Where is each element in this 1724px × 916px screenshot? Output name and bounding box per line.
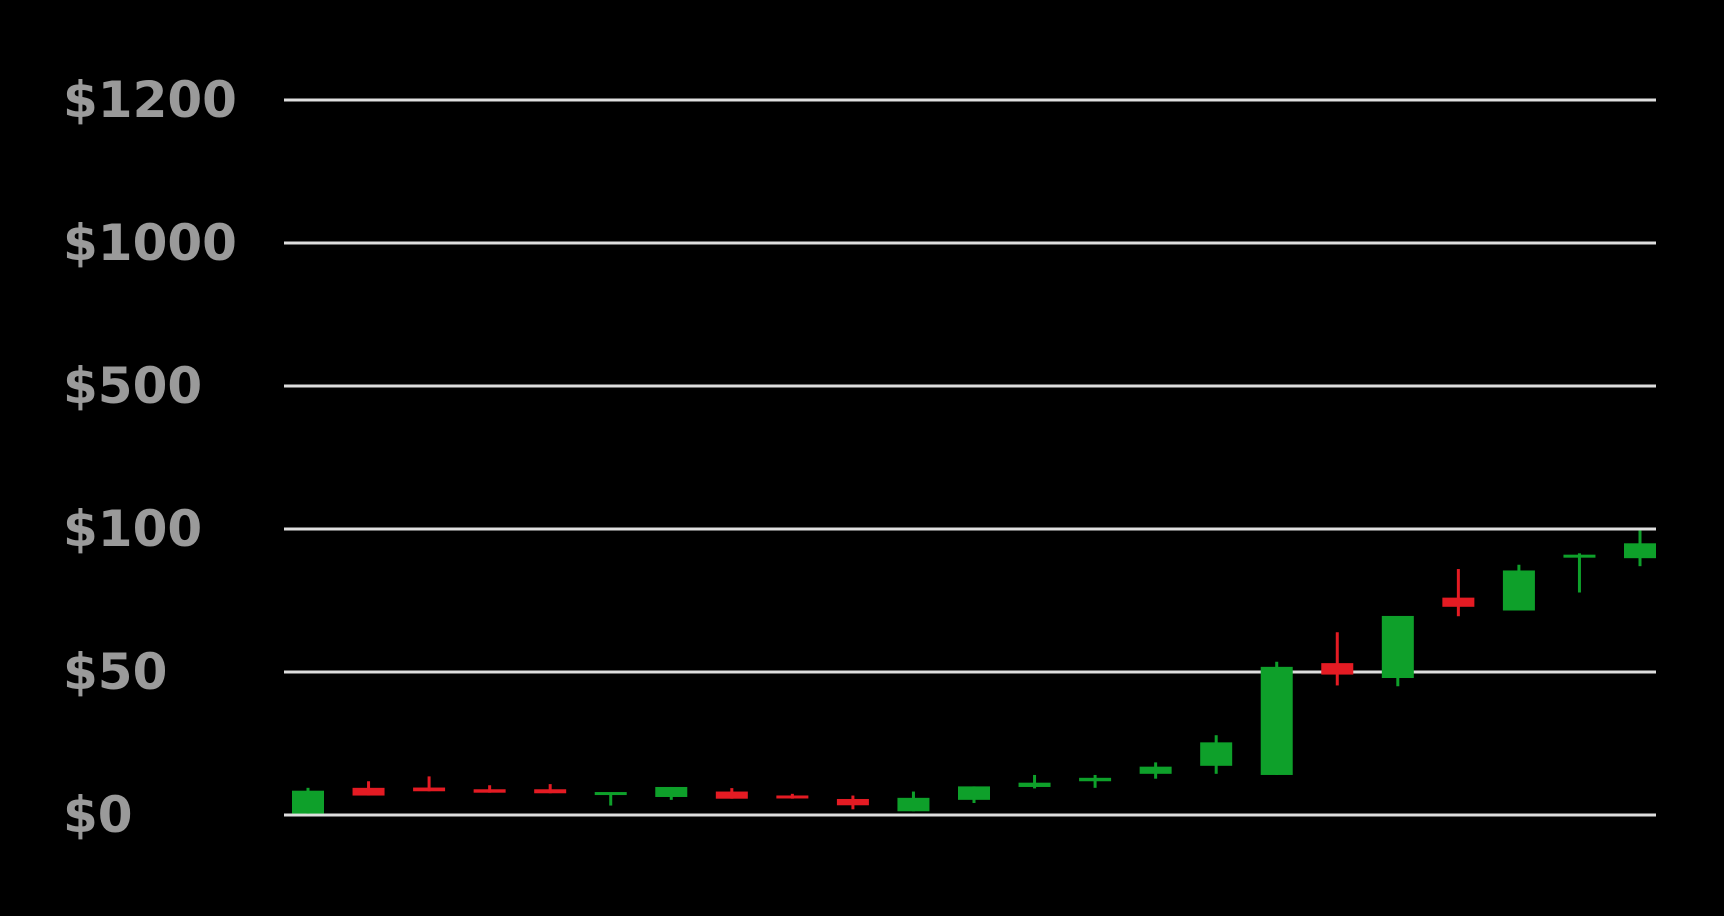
y-tick-label: $0: [63, 786, 133, 844]
candle: [897, 791, 930, 812]
candle: [1321, 632, 1354, 686]
candle: [1260, 661, 1293, 775]
candle: [1139, 762, 1172, 779]
candle-body-down: [352, 787, 385, 796]
grid-layer: [284, 98, 1656, 817]
candle-body-down: [473, 789, 506, 793]
candle-body-up: [1200, 742, 1233, 766]
candle-body-up: [958, 786, 990, 800]
candle-body-down: [534, 789, 567, 794]
y-tick-label: $500: [63, 357, 202, 415]
candle: [352, 781, 385, 796]
candle-body-up: [655, 786, 688, 797]
candle: [655, 786, 688, 800]
candle-body-up: [897, 797, 930, 812]
candle-body-down: [715, 791, 748, 799]
candle-body-up: [1381, 615, 1414, 679]
candle-body-up: [292, 790, 324, 814]
candle: [594, 792, 627, 806]
candle-body-up: [594, 792, 627, 796]
candle: [1200, 735, 1233, 774]
candle-body-up: [1502, 570, 1535, 611]
candle: [413, 776, 446, 792]
y-tick-label: $1200: [63, 71, 237, 129]
y-tick-label: $100: [63, 500, 202, 558]
candle-body-up: [1624, 543, 1656, 559]
candle: [1563, 553, 1596, 593]
candle: [292, 787, 324, 814]
candle: [1442, 569, 1475, 617]
candle-body-up: [1018, 782, 1051, 787]
candle: [534, 784, 567, 794]
y-tick-label: $1000: [63, 214, 237, 272]
y-axis-labels: $0 $50 $100 $500 $1000 $1200: [63, 71, 237, 844]
candle-body-down: [776, 795, 809, 799]
candle: [958, 786, 990, 803]
candle: [836, 795, 869, 810]
candle: [1079, 774, 1112, 788]
candle-body-up: [1563, 554, 1596, 558]
candle-body-down: [1442, 597, 1475, 607]
candle: [473, 785, 506, 793]
candle: [715, 788, 748, 799]
candle-body-down: [413, 787, 446, 792]
y-tick-label: $50: [63, 643, 167, 701]
candle-body-up: [1260, 666, 1293, 775]
candles: [292, 530, 1656, 814]
candle-body-up: [1079, 777, 1112, 782]
candle-body-down: [1321, 663, 1354, 675]
candle-body-up: [1139, 766, 1172, 774]
candle: [776, 793, 809, 799]
candle-body-down: [836, 798, 869, 806]
candle: [1018, 774, 1051, 789]
candle: [1502, 564, 1535, 611]
candle: [1624, 530, 1656, 567]
candle: [1381, 615, 1414, 687]
